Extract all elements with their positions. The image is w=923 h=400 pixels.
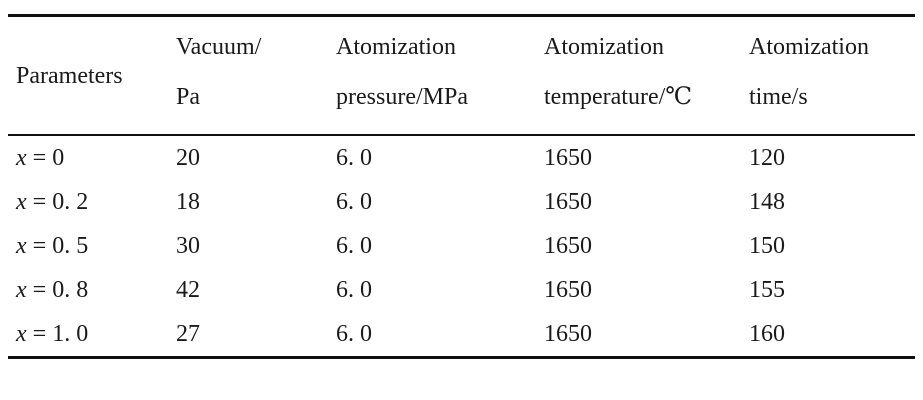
table-row: x = 0 20 6. 0 1650 120 xyxy=(8,135,915,180)
table-header-row: Parameters Vacuum/ Pa Atomization pressu… xyxy=(8,17,915,136)
table-row: x = 1. 0 27 6. 0 1650 160 xyxy=(8,312,915,359)
cell-composition: x = 1. 0 xyxy=(8,312,168,359)
cell-pressure: 6. 0 xyxy=(336,189,372,215)
header-parameters-label: Parameters xyxy=(16,62,123,89)
cell-time: 120 xyxy=(749,145,785,171)
x-variable: x xyxy=(16,145,27,171)
table-row: x = 0. 2 18 6. 0 1650 148 xyxy=(8,180,915,224)
cell-vacuum: 30 xyxy=(176,233,200,259)
x-value: = 0. 2 xyxy=(26,189,89,215)
cell-vacuum: 18 xyxy=(176,189,200,215)
cell-composition: x = 0 xyxy=(8,135,168,180)
cell-pressure: 6. 0 xyxy=(336,277,372,303)
header-vacuum-line1: Vacuum/ xyxy=(176,34,262,60)
header-pressure-line2: pressure/MPa xyxy=(336,84,468,110)
header-atomization-time: Atomization time/s xyxy=(741,17,915,136)
header-vacuum-line2: Pa xyxy=(176,84,200,110)
cell-time: 148 xyxy=(749,189,785,215)
cell-pressure: 6. 0 xyxy=(328,312,536,359)
x-value: = 0. 8 xyxy=(26,277,89,303)
atomization-parameters-table: Parameters Vacuum/ Pa Atomization pressu… xyxy=(8,14,915,359)
cell-vacuum: 27 xyxy=(168,312,328,359)
cell-time: 150 xyxy=(749,233,785,259)
cell-composition: x = 0. 8 xyxy=(8,268,168,312)
cell-temperature: 1650 xyxy=(544,189,592,215)
header-time-line1: Atomization xyxy=(749,34,869,60)
cell-vacuum: 20 xyxy=(176,145,200,171)
header-time-line2: time/s xyxy=(749,84,808,110)
header-atomization-pressure: Atomization pressure/MPa xyxy=(328,17,536,136)
x-variable: x xyxy=(16,277,27,303)
x-variable: x xyxy=(16,321,27,347)
cell-pressure: 6. 0 xyxy=(336,145,372,171)
table-top-rule xyxy=(8,14,915,18)
cell-pressure: 6. 0 xyxy=(336,233,372,259)
x-variable: x xyxy=(16,233,27,259)
cell-temperature: 1650 xyxy=(544,145,592,171)
header-pressure-line1: Atomization xyxy=(336,34,456,60)
cell-composition: x = 0. 2 xyxy=(8,180,168,224)
cell-composition: x = 0. 5 xyxy=(8,224,168,268)
table-row: x = 0. 8 42 6. 0 1650 155 xyxy=(8,268,915,312)
cell-temperature: 1650 xyxy=(544,233,592,259)
parameters-table-container: Parameters Vacuum/ Pa Atomization pressu… xyxy=(8,14,915,359)
header-atomization-temperature: Atomization temperature/℃ xyxy=(536,17,741,136)
header-temperature-line2: temperature/℃ xyxy=(544,84,693,110)
cell-temperature: 1650 xyxy=(536,312,741,359)
x-value: = 0 xyxy=(26,145,65,171)
x-variable: x xyxy=(16,189,27,215)
cell-temperature: 1650 xyxy=(544,277,592,303)
x-value: = 1. 0 xyxy=(26,321,89,347)
cell-time: 155 xyxy=(749,277,785,303)
x-value: = 0. 5 xyxy=(26,233,89,259)
header-vacuum: Vacuum/ Pa xyxy=(168,17,328,136)
cell-time: 160 xyxy=(741,312,915,359)
header-temperature-line1: Atomization xyxy=(544,34,664,60)
header-parameters: Parameters xyxy=(8,17,168,136)
cell-vacuum: 42 xyxy=(176,277,200,303)
table-row: x = 0. 5 30 6. 0 1650 150 xyxy=(8,224,915,268)
